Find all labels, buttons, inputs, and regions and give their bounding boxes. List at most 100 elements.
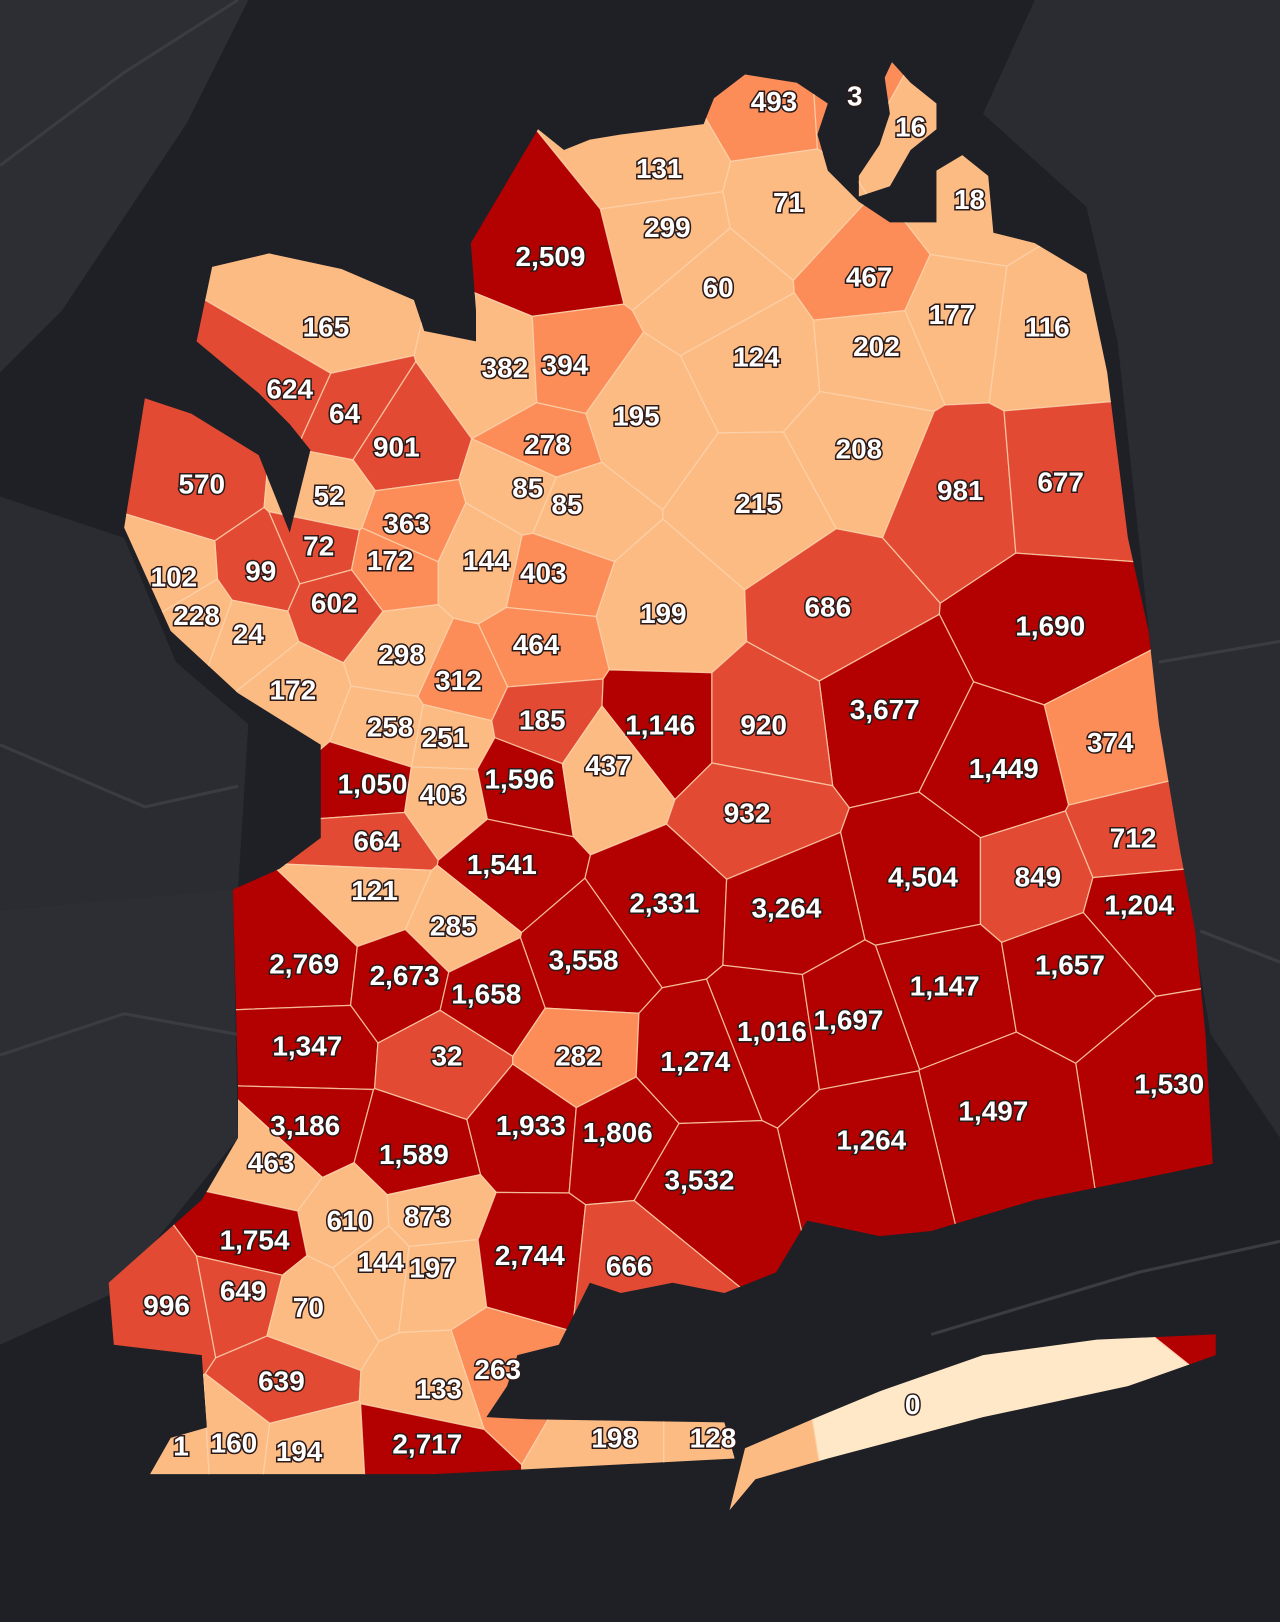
region-label: 299 (644, 212, 691, 243)
region-label: 133 (415, 1374, 462, 1405)
region-label: 197 (409, 1253, 456, 1284)
region-label: 185 (519, 704, 566, 735)
region-label: 664 (353, 825, 400, 856)
region-label: 215 (735, 488, 782, 519)
region-label: 195 (613, 400, 660, 431)
region-label: 1,274 (660, 1046, 730, 1077)
region-label: 144 (357, 1246, 404, 1277)
region-label: 363 (383, 508, 430, 539)
region-label: 3,677 (850, 694, 920, 725)
region-label: 16 (895, 112, 926, 143)
region-label: 116 (1025, 311, 1070, 342)
region-label: 72 (303, 531, 334, 562)
region-label: 2,769 (269, 949, 339, 980)
region-label: 1,146 (625, 710, 695, 741)
region-label: 102 (151, 562, 198, 593)
region-label: 1,264 (836, 1124, 906, 1155)
region-label: 677 (1037, 466, 1084, 497)
region-label: 1,754 (220, 1225, 290, 1256)
region-label: 1,806 (583, 1117, 653, 1148)
region-label: 52 (314, 480, 345, 511)
region-label: 610 (326, 1205, 373, 1236)
region-label: 285 (430, 910, 477, 941)
region-label: 128 (690, 1422, 737, 1453)
region-label: 24 (233, 619, 265, 650)
region-label: 85 (552, 489, 583, 520)
region-label: 199 (640, 598, 687, 629)
region-label: 1,016 (737, 1016, 807, 1047)
region-label: 1,933 (496, 1110, 566, 1141)
region-label: 2,673 (370, 960, 440, 991)
region-label: 403 (520, 558, 567, 589)
region-label: 1,497 (958, 1095, 1028, 1126)
region-label: 932 (724, 798, 771, 829)
region-label: 1,657 (1035, 950, 1105, 981)
region-label: 263 (474, 1354, 521, 1385)
region-label: 3,558 (549, 944, 619, 975)
region-label: 18 (954, 184, 985, 215)
region-label: 394 (542, 350, 589, 381)
region-label: 208 (836, 433, 883, 464)
region-label: 172 (367, 545, 414, 576)
region-label: 172 (270, 674, 317, 705)
region (358, 1329, 486, 1431)
region-label: 1,147 (910, 970, 980, 1001)
region-label: 3,264 (751, 893, 821, 924)
region-label: 3,186 (270, 1110, 340, 1141)
region-label: 2,744 (495, 1240, 565, 1271)
region-label: 121 (351, 875, 398, 906)
region-label: 165 (303, 311, 350, 342)
region-label: 624 (266, 373, 313, 404)
region-label: 1,690 (1015, 610, 1085, 641)
region-label: 1,596 (485, 763, 555, 794)
region-label: 467 (846, 262, 893, 293)
region-label: 1,697 (814, 1004, 884, 1035)
region-label: 85 (512, 473, 543, 504)
region-label: 282 (555, 1041, 602, 1072)
region-label: 3,532 (665, 1165, 735, 1196)
region-label: 639 (258, 1365, 305, 1396)
region-label: 258 (367, 712, 414, 743)
region-label: 131 (636, 153, 683, 184)
region-label: 493 (751, 86, 798, 117)
region-label: 1,347 (272, 1030, 342, 1061)
region-label: 996 (143, 1290, 190, 1321)
region-label: 124 (733, 341, 780, 372)
region-label: 278 (524, 429, 571, 460)
region-label: 99 (245, 555, 276, 586)
region-label: 1 (173, 1431, 189, 1462)
region-label: 1,658 (451, 979, 521, 1010)
region-label: 251 (422, 722, 469, 753)
region-label: 298 (378, 639, 425, 670)
region-label: 177 (929, 299, 976, 330)
region-label: 920 (740, 710, 787, 741)
region-label: 437 (585, 750, 632, 781)
region-label: 1,204 (1104, 890, 1174, 921)
region-label: 160 (211, 1427, 258, 1458)
region-label: 3 (847, 81, 863, 112)
region-label: 1,050 (338, 769, 408, 800)
region-label: 64 (329, 398, 361, 429)
region-label: 2,331 (629, 888, 699, 919)
region-label: 32 (431, 1041, 462, 1072)
region-label: 981 (937, 475, 984, 506)
region-label: 1,449 (969, 753, 1039, 784)
region-label: 403 (420, 779, 467, 810)
region-label: 649 (220, 1275, 267, 1306)
region-label: 71 (773, 187, 804, 218)
region-label: 198 (591, 1422, 638, 1453)
region-label: 464 (513, 629, 560, 660)
region-label: 686 (805, 592, 852, 623)
region-label: 463 (248, 1147, 295, 1178)
region-label: 2,717 (392, 1429, 462, 1460)
region-label: 382 (482, 353, 529, 384)
region-label: 194 (276, 1436, 323, 1467)
region-label: 4,504 (888, 862, 958, 893)
region-label: 1,589 (379, 1139, 449, 1170)
region-label: 312 (435, 665, 482, 696)
region-label: 144 (463, 545, 510, 576)
region-label: 901 (373, 431, 420, 462)
region-label: 712 (1110, 822, 1157, 853)
region-label: 873 (404, 1201, 451, 1232)
